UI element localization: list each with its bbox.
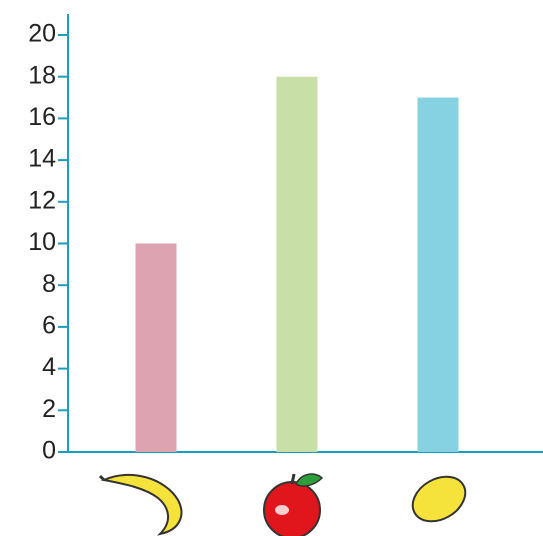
lemon-icon (411, 475, 467, 523)
y-tick-label: 0 (42, 437, 56, 465)
banana-icon (98, 473, 183, 536)
y-tick-label: 10 (28, 228, 56, 256)
y-tick-label: 6 (42, 312, 56, 340)
y-tick-label: 4 (42, 353, 56, 381)
y-tick-label: 2 (42, 395, 56, 423)
apple-icon (263, 473, 324, 536)
y-tick-label: 14 (28, 145, 56, 173)
bar (417, 97, 459, 453)
y-tick-label: 20 (28, 20, 56, 48)
y-tick-label: 16 (28, 103, 56, 131)
y-tick-label: 8 (42, 270, 56, 298)
y-tick-label: 12 (28, 186, 56, 214)
bar (276, 76, 318, 452)
bar (135, 243, 177, 452)
y-tick-label: 18 (28, 61, 56, 89)
